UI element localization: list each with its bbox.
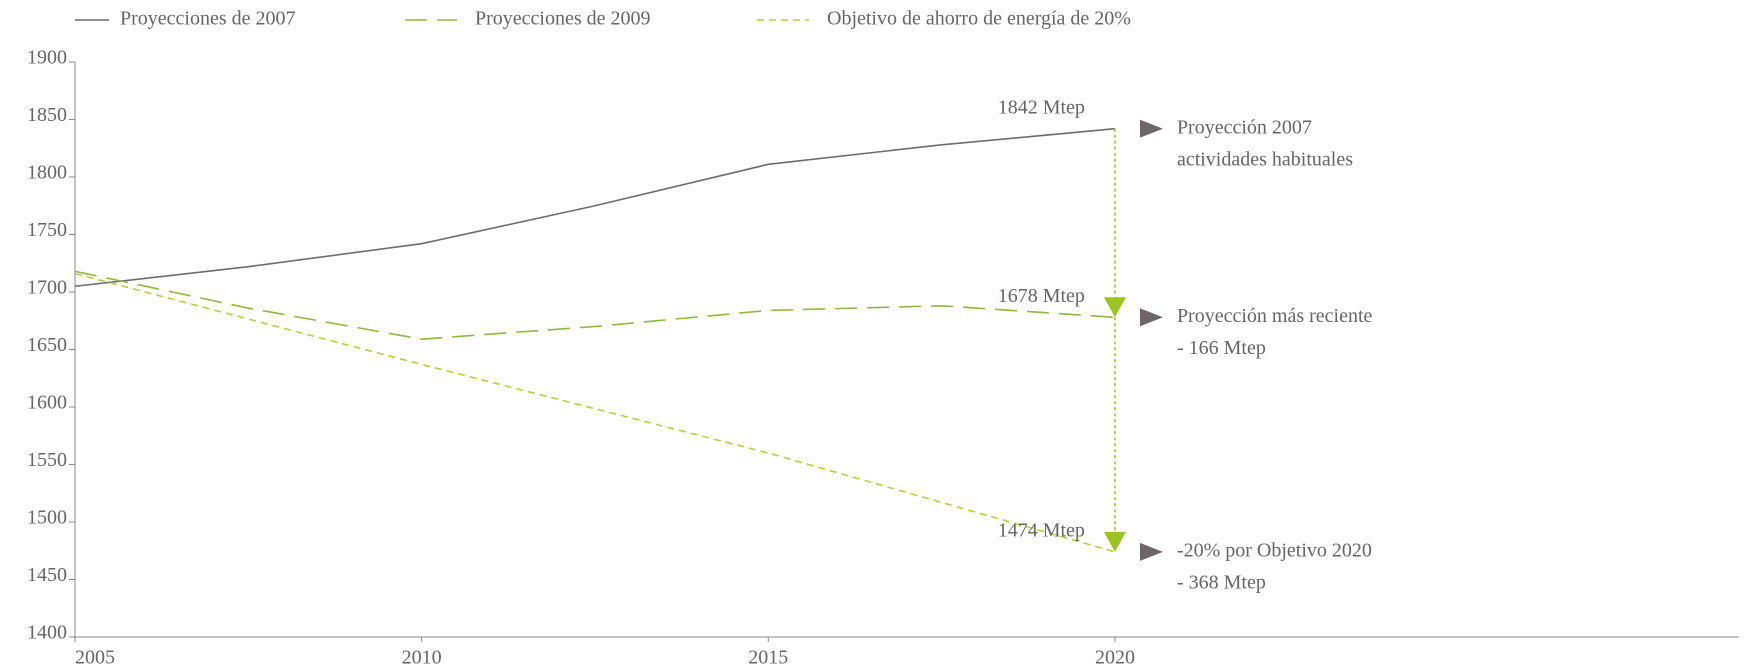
x-tick-label: 2005 (75, 647, 115, 669)
y-tick-label: 1650 (27, 334, 67, 356)
x-tick-label: 2020 (1095, 647, 1135, 669)
note-marker (1139, 119, 1163, 138)
note-text: actividades habituales (1177, 148, 1353, 170)
y-tick-label: 1450 (27, 564, 67, 586)
x-tick-label: 2015 (748, 647, 788, 669)
value-label: 1678 Mtep (998, 285, 1085, 307)
legend-label: Proyecciones de 2007 (120, 8, 296, 30)
y-tick-label: 1600 (27, 392, 67, 414)
note-text: -20% por Objetivo 2020 (1177, 539, 1372, 561)
note-marker (1139, 542, 1163, 561)
note-text: - 166 Mtep (1177, 337, 1266, 359)
y-tick-label: 1850 (27, 104, 67, 126)
y-tick-label: 1550 (27, 449, 67, 471)
y-tick-label: 1900 (27, 47, 67, 69)
note-text: - 368 Mtep (1177, 571, 1266, 593)
y-tick-label: 1500 (27, 507, 67, 529)
note-text: Proyección más reciente (1177, 305, 1373, 327)
value-label: 1842 Mtep (998, 96, 1085, 118)
y-tick-label: 1400 (27, 622, 67, 644)
series-line (74, 270, 1116, 340)
note-marker (1139, 308, 1163, 327)
y-tick-label: 1750 (27, 219, 67, 241)
legend-label: Objetivo de ahorro de energía de 20% (827, 8, 1131, 30)
note-text: Proyección 2007 (1177, 116, 1312, 138)
y-tick-label: 1700 (27, 277, 67, 299)
series-line (74, 127, 1116, 288)
series-line (74, 272, 1116, 553)
x-tick-label: 2010 (402, 647, 442, 669)
value-label: 1474 Mtep (998, 519, 1085, 541)
arrow-head (1103, 297, 1126, 318)
legend-label: Proyecciones de 2009 (475, 8, 651, 30)
arrow-head (1103, 531, 1126, 552)
y-tick-label: 1800 (27, 162, 67, 184)
